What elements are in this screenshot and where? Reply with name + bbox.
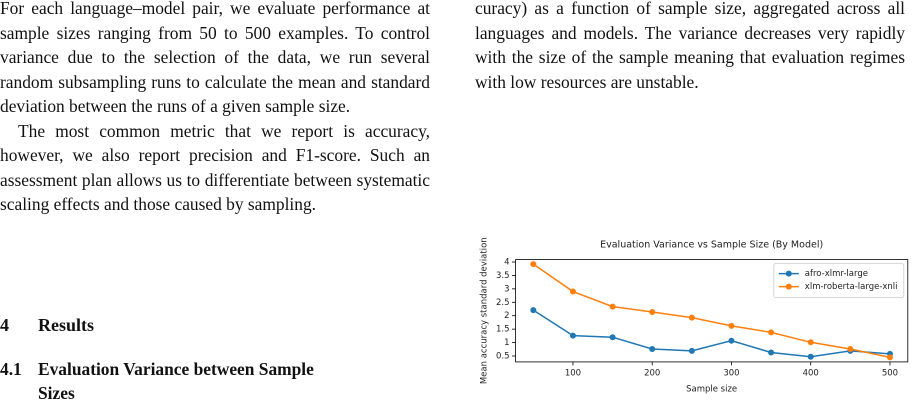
- right-column: curacy) as a function of sample size, ag…: [475, 0, 905, 94]
- y-tick-label: 3: [504, 284, 509, 294]
- left-column: For each language–model pair, we evaluat…: [0, 0, 430, 217]
- x-tick-label: 300: [723, 368, 739, 378]
- data-point: [569, 288, 576, 295]
- data-point: [530, 261, 537, 268]
- data-point: [688, 347, 695, 354]
- legend-box: [773, 263, 905, 299]
- y-tick-label: 4: [504, 258, 509, 268]
- data-point: [728, 322, 735, 329]
- y-tick-label: 2.5: [496, 298, 510, 308]
- data-point: [649, 346, 656, 353]
- subsection-heading: 4.1 Evaluation Variance between Sample Si…: [0, 357, 320, 405]
- plot-frame: [515, 259, 909, 363]
- legend-marker: [785, 270, 792, 277]
- chart-title: Evaluation Variance vs Sample Size (By M…: [600, 240, 823, 251]
- x-tick-label: 400: [803, 368, 819, 378]
- x-tick-label: 500: [882, 368, 898, 378]
- data-point: [609, 334, 616, 341]
- data-point: [768, 349, 775, 356]
- data-point: [886, 354, 893, 361]
- x-tick-label: 200: [644, 368, 660, 378]
- data-point: [609, 303, 616, 310]
- data-point: [807, 353, 814, 360]
- y-tick-label: 1: [504, 338, 509, 348]
- y-axis-label: Mean accuracy standard deviation: [480, 237, 490, 384]
- y-tick-label: 2: [504, 311, 509, 321]
- legend-marker: [785, 283, 792, 290]
- paragraph: For each language–model pair, we evaluat…: [0, 0, 430, 116]
- series-line: [532, 263, 891, 359]
- data-point: [569, 332, 576, 339]
- paragraph: The most common metric that we report is…: [0, 120, 430, 215]
- section-heading: 4 Results: [0, 315, 94, 336]
- paragraph: curacy) as a function of sample size, ag…: [475, 0, 905, 92]
- data-point: [847, 346, 854, 353]
- legend-label: xlm-roberta-large-xnli: [805, 282, 898, 292]
- x-tick-label: 100: [565, 368, 581, 378]
- y-tick-label: 0.5: [496, 351, 510, 361]
- section-number: 4: [0, 315, 9, 335]
- section-title: Results: [38, 315, 95, 335]
- subsection-title: Evaluation Variance between Sample Sizes: [38, 359, 314, 403]
- data-point: [688, 314, 695, 321]
- data-point: [768, 329, 775, 336]
- data-point: [530, 307, 537, 314]
- subsection-number: 4.1: [0, 359, 22, 379]
- data-point: [728, 337, 735, 344]
- data-point: [807, 339, 814, 346]
- data-point: [649, 308, 656, 315]
- y-tick-label: 3.5: [496, 271, 510, 281]
- legend-label: afro-xlmr-large: [805, 269, 868, 279]
- series-line: [532, 309, 891, 358]
- y-tick-label: 1.5: [496, 325, 510, 335]
- x-axis-label: Sample size: [686, 385, 737, 395]
